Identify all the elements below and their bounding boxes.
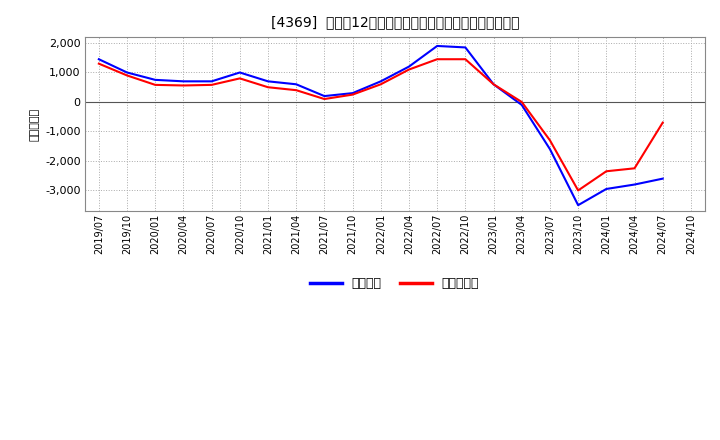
- 当期純利益: [292, 88, 300, 93]
- 経常利益: [518, 102, 526, 107]
- Line: 当期純利益: 当期純利益: [99, 59, 662, 191]
- 経常利益: [348, 91, 357, 96]
- 経常利益: [377, 79, 385, 84]
- 当期純利益: [602, 169, 611, 174]
- 当期純利益: [546, 138, 554, 143]
- 経常利益: [602, 186, 611, 191]
- 当期純利益: [348, 92, 357, 97]
- Title: [4369]  利益の12か月移動合計の対前年同期増減額の推移: [4369] 利益の12か月移動合計の対前年同期増減額の推移: [271, 15, 519, 29]
- 経常利益: [574, 202, 582, 208]
- 経常利益: [151, 77, 160, 83]
- 経常利益: [207, 79, 216, 84]
- 当期純利益: [630, 166, 639, 171]
- 経常利益: [264, 79, 272, 84]
- 当期純利益: [405, 67, 413, 72]
- 当期純利益: [461, 57, 469, 62]
- 経常利益: [94, 57, 103, 62]
- 当期純利益: [207, 82, 216, 88]
- 当期純利益: [320, 96, 329, 102]
- 経常利益: [292, 82, 300, 87]
- 経常利益: [179, 79, 188, 84]
- 経常利益: [235, 70, 244, 75]
- Y-axis label: （百万円）: （百万円）: [30, 107, 40, 141]
- 経常利益: [405, 64, 413, 69]
- 当期純利益: [94, 61, 103, 66]
- 経常利益: [433, 43, 441, 48]
- 当期純利益: [658, 120, 667, 125]
- 経常利益: [122, 70, 131, 75]
- 経常利益: [630, 182, 639, 187]
- 経常利益: [658, 176, 667, 181]
- Line: 経常利益: 経常利益: [99, 46, 662, 205]
- Legend: 経常利益, 当期純利益: 経常利益, 当期純利益: [305, 272, 485, 295]
- 経常利益: [489, 82, 498, 87]
- 当期純利益: [433, 57, 441, 62]
- 当期純利益: [179, 83, 188, 88]
- 当期純利益: [235, 76, 244, 81]
- 当期純利益: [122, 73, 131, 78]
- 当期純利益: [489, 82, 498, 87]
- 当期純利益: [574, 188, 582, 193]
- 当期純利益: [264, 84, 272, 90]
- 当期純利益: [518, 99, 526, 105]
- 当期純利益: [377, 82, 385, 87]
- 当期純利益: [151, 82, 160, 88]
- 経常利益: [320, 93, 329, 99]
- 経常利益: [461, 45, 469, 50]
- 経常利益: [546, 147, 554, 152]
